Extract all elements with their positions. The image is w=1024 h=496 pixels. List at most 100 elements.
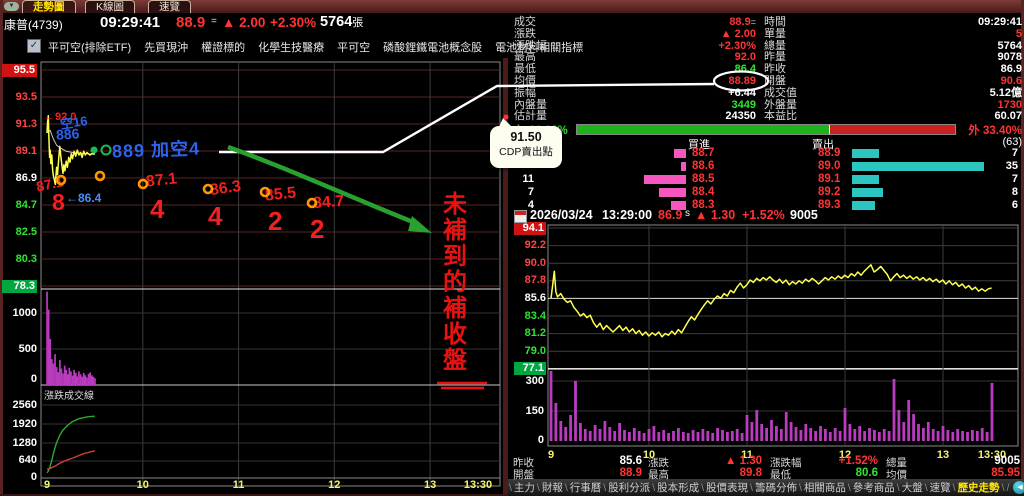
buy-price[interactable]: 88.5: [692, 173, 715, 185]
tab-separator: \: [847, 481, 851, 494]
quote-label: 昨量: [764, 51, 786, 64]
sell-price[interactable]: 88.9: [818, 147, 841, 159]
buy-bar: [681, 162, 686, 171]
menu-item-磷酸鋰鐵電池概念股[interactable]: 磷酸鋰鐵電池概念股: [383, 42, 483, 54]
sell-qty[interactable]: 7: [1011, 173, 1018, 185]
x-label-11: 11: [232, 479, 245, 491]
menu-item-平可空(排除ETF)[interactable]: 平可空(排除ETF): [48, 42, 132, 54]
quote-value: 86.9: [1000, 63, 1022, 76]
buy-qty[interactable]: 7: [527, 186, 534, 198]
menu-item-化學生技醫療[interactable]: 化學生技醫療: [258, 42, 325, 54]
sell-qty[interactable]: 8: [1011, 186, 1018, 198]
quote-value: 09:29:41: [977, 16, 1022, 28]
buy-price[interactable]: 88.3: [692, 199, 715, 211]
sell-bar: [852, 201, 875, 210]
quote-value: 88.9=: [729, 16, 756, 28]
category-menu: 平可空(排除ETF) 先買現沖 權證標的 化學生技醫療 平可空 磷酸鋰鐵電池概念股 電池材料…: [48, 39, 583, 55]
y-label-84.7: 84.7: [15, 198, 37, 211]
rvol-label-150: 150: [525, 405, 544, 417]
header-volume-value: 5764: [320, 14, 353, 30]
mid-date: 2026/03/24: [530, 208, 593, 222]
panel-divider: [503, 58, 508, 494]
quote-row: 估計量 24350 本益比 60.07: [514, 110, 1022, 122]
tab-separator: \: [603, 481, 607, 494]
bottom-tab-股利分派[interactable]: 股利分派: [608, 482, 651, 494]
menu-item-平可空[interactable]: 平可空: [337, 42, 371, 54]
bottom-tab-行事曆[interactable]: 行事曆: [569, 482, 602, 494]
quote-label: 外盤量: [764, 98, 797, 111]
calendar-icon[interactable]: [514, 210, 527, 223]
sell-bar: [852, 162, 984, 171]
checkbox-icon[interactable]: ✓: [27, 39, 41, 53]
sell-qty[interactable]: 35: [1005, 160, 1018, 172]
quote-value: 60.07: [994, 110, 1022, 123]
mid-change: ▲ 1.30: [695, 208, 736, 222]
buy-qty[interactable]: 4: [527, 199, 534, 211]
tab-separator: \: [701, 481, 705, 494]
bottom-tab-歷史走勢[interactable]: 歷史走勢: [957, 482, 1000, 494]
tab-separator: \: [798, 481, 802, 494]
buy-qty[interactable]: 11: [522, 173, 534, 185]
annotation-vertical-text: 未補到的補收盤: [443, 191, 467, 374]
bottom-tab-參考商品[interactable]: 參考商品: [852, 482, 895, 494]
quote-row: 漲跌幅 +2.30% 總量 5764: [514, 40, 1022, 52]
sell-price[interactable]: 89.0: [818, 160, 841, 172]
quote-label: 漲跌幅: [514, 39, 547, 52]
sell-qty[interactable]: 7: [1011, 147, 1018, 159]
sell-price[interactable]: 89.1: [818, 173, 841, 185]
sell-qty[interactable]: 6: [1011, 199, 1018, 211]
quote-value: 86.4: [734, 63, 756, 76]
tab-走勢圖[interactable]: 走勢圖: [22, 0, 76, 13]
bottom-tab-籌碼分佈[interactable]: 籌碼分佈: [754, 482, 797, 494]
chevron-down-icon[interactable]: ▼: [4, 2, 19, 11]
sub-label-2560: 2560: [12, 399, 37, 411]
annotation-qty: 4: [150, 194, 165, 224]
quote-value: 9078: [997, 51, 1022, 64]
sub-label-1280: 1280: [12, 437, 37, 449]
tab-separator: \: [1001, 481, 1005, 494]
ry-label-77.1: 77.1: [514, 362, 546, 376]
sell-price[interactable]: 89.3: [818, 199, 841, 211]
ry-label-81.2: 81.2: [524, 327, 546, 340]
sell-price[interactable]: 89.2: [818, 186, 841, 198]
buy-price[interactable]: 88.7: [692, 147, 715, 159]
bottom-tab-大盤[interactable]: 大盤: [901, 482, 923, 494]
quote-value: 5: [1015, 27, 1022, 40]
buy-bar: [659, 188, 686, 197]
header-price: 88.9: [176, 14, 206, 31]
bottom-tab-主力[interactable]: 主力: [513, 482, 535, 494]
tab-速覽[interactable]: 速覽: [148, 0, 191, 13]
menu-item-權證標的[interactable]: 權證標的: [201, 42, 246, 54]
rx-label-9: 9: [547, 449, 555, 461]
y-label-80.3: 80.3: [15, 252, 37, 265]
quote-eq: =: [750, 17, 756, 27]
bottom-tab-相關商品[interactable]: 相關商品: [803, 482, 846, 494]
tab-separator: \: [750, 481, 753, 494]
rx-label-13:30: 13:30: [977, 449, 1007, 461]
inner-outer-ratio-bar: [576, 124, 956, 135]
menu-item-先買現沖[interactable]: 先買現沖: [144, 42, 189, 54]
buy-price[interactable]: 88.4: [692, 186, 715, 198]
tab-K線圖[interactable]: K線圖: [85, 0, 136, 13]
ry-label-90.0: 90.0: [524, 256, 546, 269]
bottom-tab-速覽[interactable]: 速覽: [929, 482, 951, 494]
buy-price[interactable]: 88.6: [692, 160, 715, 172]
mid-unit: s: [685, 208, 690, 219]
x-label-10: 10: [136, 479, 149, 491]
bottom-tab-股本形成[interactable]: 股本形成: [657, 482, 700, 494]
nav-left-button[interactable]: ◀: [1013, 481, 1024, 494]
quote-label: 最高: [514, 51, 536, 64]
rx-label-12: 12: [838, 449, 852, 461]
ry-label-83.4: 83.4: [524, 309, 546, 322]
tab-separator: \: [924, 481, 928, 494]
ry-label-94.1: 94.1: [514, 221, 546, 235]
quote-label: 振幅: [514, 86, 536, 99]
stock-name: 康普(4739): [4, 18, 63, 32]
order-count: (63): [1002, 136, 1022, 148]
quote-value: 1730: [997, 98, 1022, 111]
bottom-tab-股價表現[interactable]: 股價表現: [706, 482, 749, 494]
quote-row: 漲跌 ▲ 2.00 單量 5: [514, 28, 1022, 40]
menu-item-電池材料相關指標[interactable]: 電池材料相關指標: [495, 42, 584, 54]
bottom-tab-財報[interactable]: 財報: [541, 482, 563, 494]
cdp-tooltip: 91.50 CDP賣出點: [490, 118, 562, 168]
